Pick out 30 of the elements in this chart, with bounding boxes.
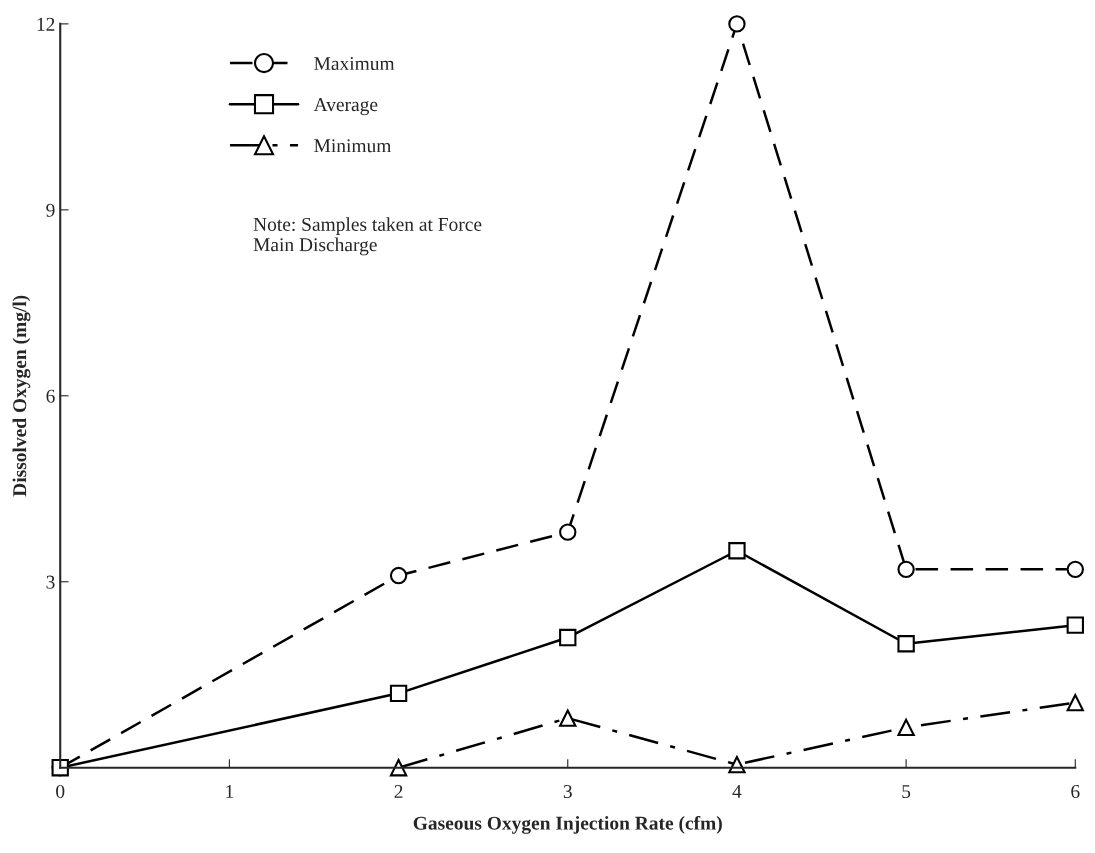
x-tick-label: 5 [902,785,911,799]
point [728,15,746,33]
annotation: Note: Samples taken at Force Main Discharge [253,217,482,256]
legend-label: Minimum [314,139,392,153]
y-tick-label: 9 [46,203,55,217]
y-tick-label: 3 [46,575,55,589]
point [559,523,577,541]
legend-label: Maximum [314,57,395,71]
y-axis-title: Dissolved Oxygen (mg/l) [12,295,31,497]
x-axis-title: Gaseous Oxygen Injection Rate (cfm) [413,815,722,834]
x-tick-label: 4 [732,785,742,798]
x-tick-label: 0 [56,784,65,799]
point [1066,616,1084,634]
point [1066,693,1084,712]
x-tick-label: 2 [394,784,403,798]
point [389,684,408,702]
point [559,709,577,727]
point [559,628,577,647]
point [389,566,408,585]
y-tick-label: 6 [46,389,55,403]
x-tick-label: 6 [1071,784,1080,799]
point [897,635,915,653]
point [897,560,915,579]
x-tick-label: 3 [563,784,572,799]
x-tick-label: 1 [226,785,234,798]
y-tick-label: 12 [37,17,55,31]
legend-label: Average [313,98,378,116]
point [1066,560,1084,579]
point [897,718,915,737]
point [728,542,746,560]
